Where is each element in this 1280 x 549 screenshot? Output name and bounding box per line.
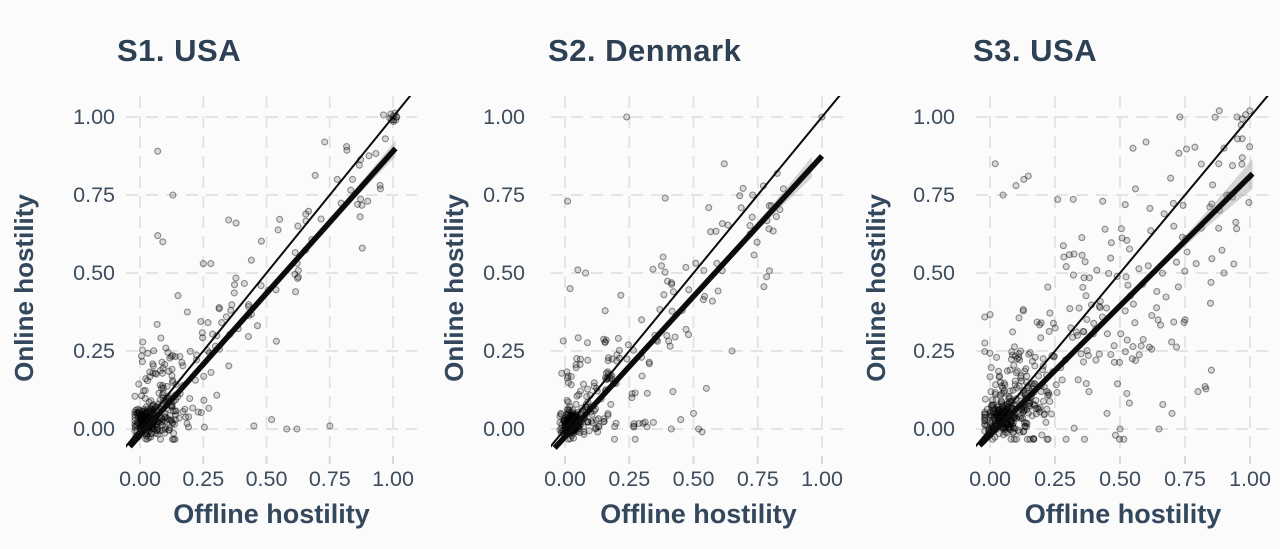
scatter-plot-s1 — [126, 96, 417, 464]
gridlines — [126, 96, 417, 464]
y-tick-label: 0.25 — [73, 339, 115, 363]
y-tick-label: 0.50 — [483, 261, 525, 285]
y-tick-label: 0.50 — [73, 261, 115, 285]
y-tick-label: 0.25 — [913, 339, 955, 363]
regression-line — [552, 154, 825, 450]
x-axis-label-s1: Offline hostility — [173, 499, 370, 529]
y-tick-label: 0.75 — [483, 183, 525, 207]
y-tick-label: 1.00 — [913, 105, 955, 129]
panel-title-s2: S2. Denmark — [548, 33, 742, 68]
x-tick-label: 0.75 — [736, 467, 779, 491]
x-axis-label-s2: Offline hostility — [600, 499, 797, 529]
x-tick-label: 0.00 — [119, 467, 161, 491]
x-tick-label: 0.50 — [245, 467, 288, 491]
y-axis-label-s1: Online hostility — [9, 194, 39, 382]
panel-s1-usa: S1. USA Online hostility Offline hostili… — [0, 0, 440, 549]
x-tick-label: 0.50 — [1099, 467, 1141, 491]
x-tick-label: 0.00 — [969, 467, 1011, 491]
y-tick-label: 0.50 — [913, 261, 955, 285]
x-tick-label: 0.50 — [672, 467, 715, 491]
y-tick-label: 0.00 — [73, 417, 115, 441]
regression-line — [127, 146, 398, 449]
y-axis-label-s3: Online hostility — [861, 194, 891, 382]
x-axis-label-s3: Offline hostility — [1024, 499, 1222, 529]
x-tick-label: 1.00 — [1229, 467, 1271, 491]
y-tick-label: 1.00 — [483, 105, 525, 129]
scatter-plot-s3 — [976, 96, 1270, 464]
panel-s3-usa: S3. USA Online hostility Offline hostili… — [860, 0, 1280, 549]
y-tick-label: 0.75 — [913, 183, 955, 207]
x-tick-label: 0.75 — [308, 467, 351, 491]
panel-title-s3: S3. USA — [973, 33, 1098, 68]
panel-s2-denmark: S2. Denmark Online hostility Offline hos… — [439, 0, 860, 549]
y-tick-label: 0.00 — [483, 417, 525, 441]
identity-line — [551, 96, 841, 448]
x-tick-label: 0.00 — [544, 467, 586, 491]
y-tick-label: 0.00 — [913, 417, 955, 441]
x-tick-label: 0.25 — [608, 467, 651, 491]
panel-title-s1: S1. USA — [117, 33, 242, 68]
identity-line — [126, 96, 412, 448]
y-tick-label: 0.25 — [483, 339, 525, 363]
regression-line — [977, 171, 1255, 448]
y-tick-label: 0.75 — [73, 183, 115, 207]
x-tick-label: 0.25 — [1034, 467, 1076, 491]
y-tick-label: 1.00 — [73, 105, 115, 129]
x-tick-label: 1.00 — [372, 467, 414, 491]
x-tick-label: 0.75 — [1164, 467, 1206, 491]
gridlines — [551, 96, 846, 464]
x-tick-label: 1.00 — [801, 467, 843, 491]
scatter-plot-s2 — [551, 96, 846, 464]
x-tick-label: 0.25 — [182, 467, 225, 491]
y-axis-label-s2: Online hostility — [439, 194, 469, 382]
identity-line — [976, 96, 1269, 448]
gridlines — [976, 96, 1270, 464]
